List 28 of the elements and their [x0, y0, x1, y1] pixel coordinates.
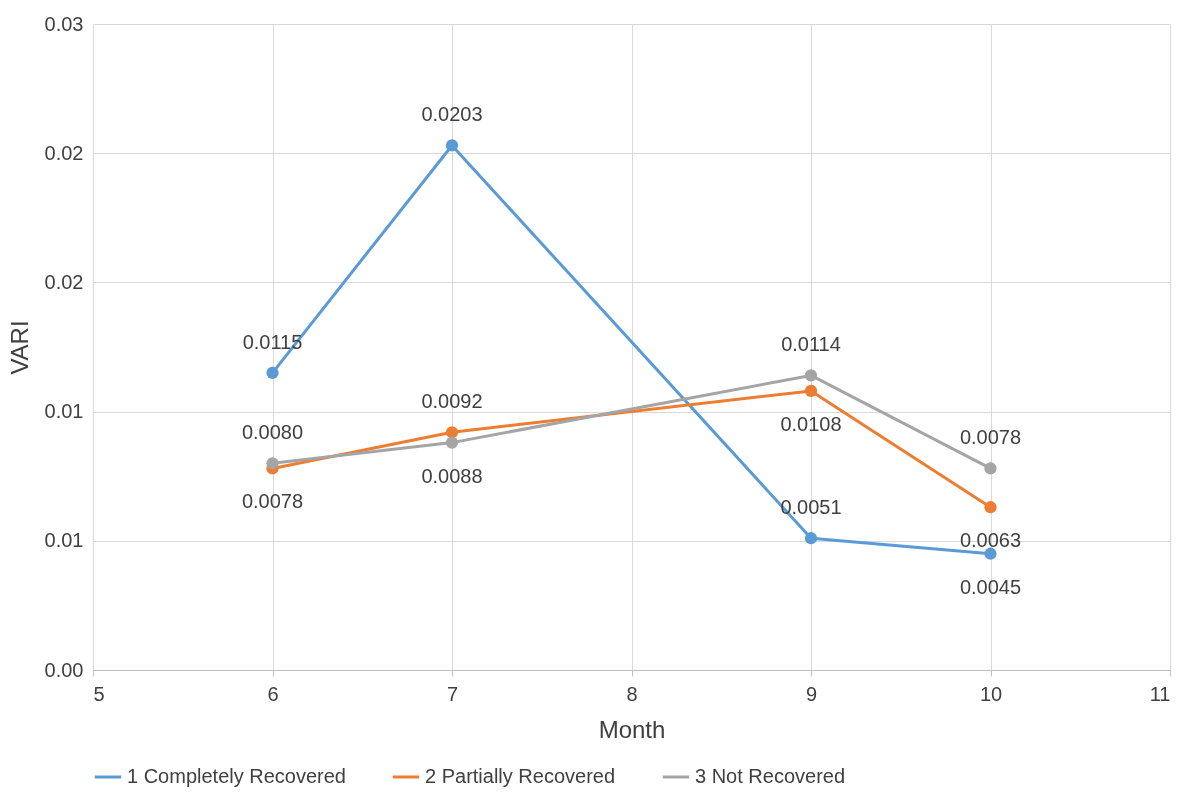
- data-label: 0.0078: [959, 426, 1022, 449]
- x-tick-label: 11: [1149, 682, 1171, 705]
- data-label: 0.0045: [959, 575, 1022, 598]
- data-label: 0.0080: [241, 421, 304, 444]
- y-tick-label: 0.01: [44, 529, 84, 552]
- data-label: 0.0108: [780, 412, 842, 435]
- y-tick-label: 0.00: [44, 658, 84, 681]
- y-axis-title: VARI: [5, 320, 33, 375]
- x-axis-title: Month: [598, 715, 666, 743]
- data-label: 0.0088: [421, 464, 483, 487]
- legend-label: 3 Not Recovered: [695, 765, 846, 787]
- y-tick-label: 0.02: [44, 141, 84, 164]
- x-tick-label: 5: [93, 682, 105, 705]
- x-tick-label: 6: [267, 682, 279, 705]
- x-tick-label: 7: [446, 682, 459, 705]
- data-label: 0.0078: [241, 490, 304, 513]
- legend-label: 2 Partially Recovered: [425, 765, 616, 787]
- data-label: 0.0063: [959, 529, 1022, 552]
- data-label: 0.0092: [421, 390, 483, 413]
- legend-label: 1 Completely Recovered: [127, 765, 346, 787]
- x-tick-label: 9: [805, 682, 818, 705]
- y-tick-label: 0.03: [44, 12, 84, 35]
- x-tick-label: 10: [979, 682, 1003, 705]
- data-label: 0.0203: [421, 103, 483, 126]
- y-tick-label: 0.01: [44, 400, 84, 423]
- data-label: 0.0114: [781, 333, 841, 356]
- x-tick-label: 8: [626, 682, 638, 705]
- y-tick-label: 0.02: [44, 270, 84, 293]
